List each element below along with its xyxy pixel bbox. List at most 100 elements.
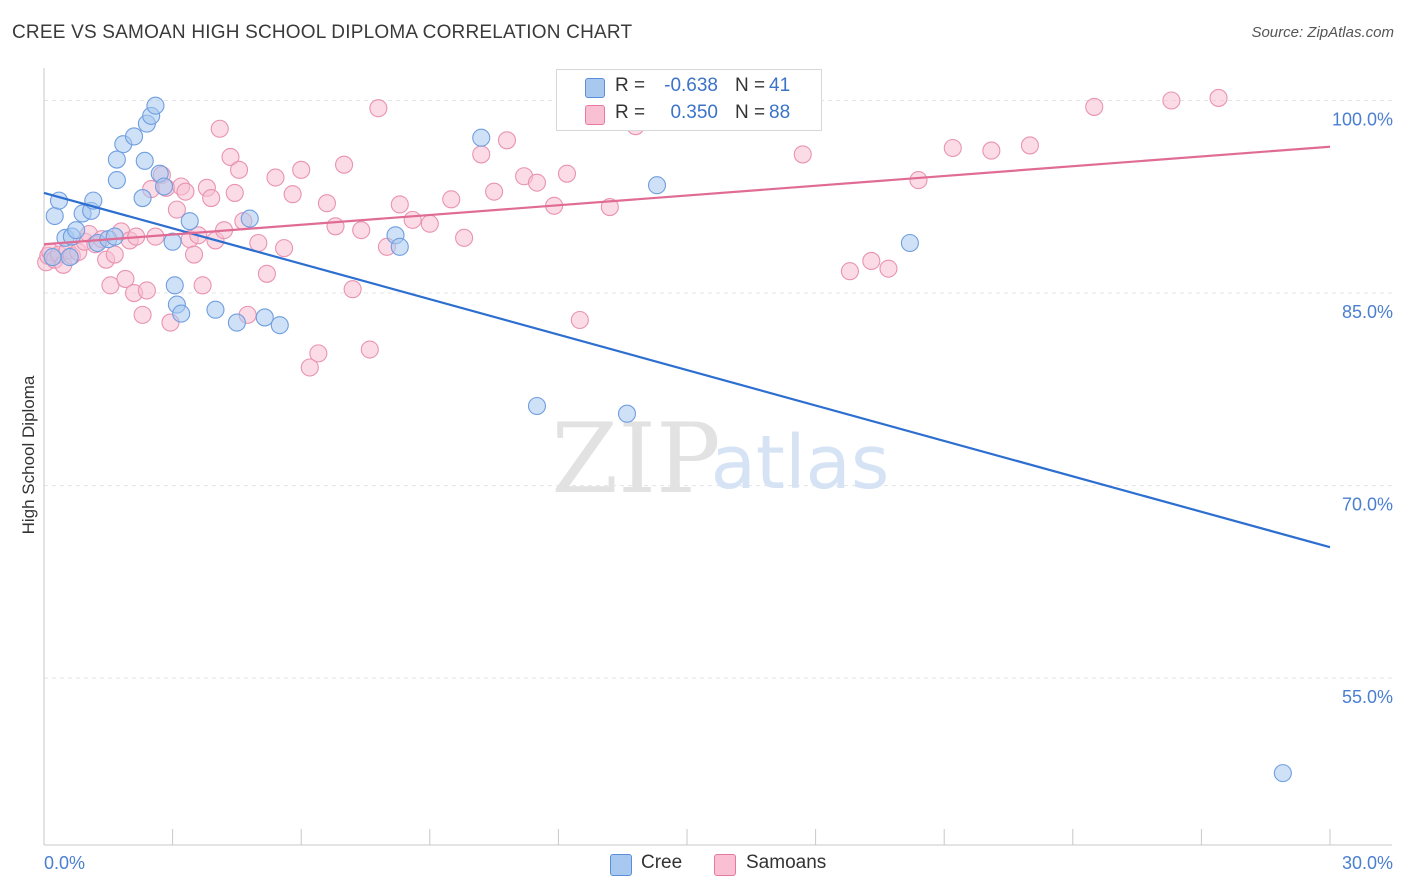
y-tick-label: 100.0% <box>1332 110 1393 130</box>
samoans-point <box>420 214 439 233</box>
samoans-point <box>266 168 285 187</box>
cree-swatch <box>585 78 605 98</box>
samoans-point <box>326 217 345 236</box>
samoans-point <box>982 141 1001 160</box>
cree-point <box>124 127 144 146</box>
cree-point <box>146 96 165 115</box>
n-value: 41 <box>769 75 791 96</box>
samoans-legend-label: Samoans <box>746 852 827 873</box>
samoans-point <box>570 310 589 330</box>
samoans-point <box>600 197 619 217</box>
cree-point <box>105 227 124 246</box>
n-label: N = <box>735 75 766 96</box>
cree-point <box>227 313 246 332</box>
samoans-point <box>1209 88 1228 107</box>
samoans-point <box>442 190 461 209</box>
watermark-zip: ZIP <box>551 403 720 515</box>
samoans-point <box>225 183 244 202</box>
cree-point <box>617 404 637 423</box>
samoans-point <box>229 160 249 179</box>
cree-point <box>107 171 126 190</box>
y-tick-label: 85.0% <box>1342 302 1393 322</box>
cree-point <box>270 316 289 335</box>
series-legend: Cree Samoans <box>0 852 1406 878</box>
samoans-point <box>193 276 212 295</box>
samoans-legend-swatch <box>714 854 736 876</box>
cree-point <box>172 304 191 323</box>
r-label: R = <box>615 75 646 96</box>
samoans-point <box>202 189 221 208</box>
samoans-point <box>862 251 881 271</box>
r-value: 0.350 <box>670 102 718 123</box>
samoans-points <box>37 88 1228 377</box>
x-tick-label: 30.0% <box>1342 853 1393 873</box>
n-value: 88 <box>769 102 791 123</box>
axes <box>43 68 1392 846</box>
samoans-trend-line <box>43 145 1331 246</box>
samoans-point <box>283 185 302 204</box>
samoans-point <box>472 145 491 164</box>
r-value: -0.638 <box>664 75 718 96</box>
samoans-point <box>292 160 311 179</box>
samoans-point <box>390 195 409 214</box>
samoans-point <box>137 281 156 300</box>
samoans-point <box>369 99 388 118</box>
samoans-point <box>101 276 120 295</box>
r-label: R = <box>615 102 646 123</box>
samoans-point <box>335 155 354 174</box>
cree-point <box>165 276 184 295</box>
samoans-point <box>249 233 268 253</box>
samoans-point <box>455 228 474 247</box>
cree-point <box>133 189 152 208</box>
samoans-point <box>184 245 204 264</box>
samoans-point <box>309 344 328 363</box>
samoans-point <box>497 131 517 150</box>
watermark: ZIP atlas <box>551 403 889 515</box>
cree-trend-line <box>43 191 1331 549</box>
samoans-point <box>1085 97 1104 116</box>
cree-point <box>45 206 64 226</box>
samoans-point <box>1162 91 1181 110</box>
samoans-point <box>317 194 336 213</box>
samoans-point <box>257 264 276 283</box>
y-tick-label: 55.0% <box>1342 687 1393 707</box>
cree-point <box>900 233 919 253</box>
samoans-point <box>360 340 379 359</box>
cree-point <box>67 221 86 240</box>
samoans-point <box>1020 136 1039 155</box>
samoans-point <box>275 239 294 258</box>
cree-point <box>135 151 154 170</box>
samoans-point <box>221 147 240 167</box>
samoans-point <box>840 262 859 281</box>
trend-lines <box>43 145 1331 549</box>
cree-point <box>390 237 409 256</box>
samoans-point <box>557 164 577 183</box>
samoans-point <box>300 358 319 377</box>
samoans-point <box>343 280 362 299</box>
cree-point <box>154 177 174 196</box>
samoans-point <box>943 138 962 158</box>
cree-point <box>255 308 274 327</box>
samoans-point <box>793 145 812 164</box>
cree-point <box>472 128 491 147</box>
samoans-point <box>105 245 124 264</box>
cree-point <box>206 300 225 319</box>
cree-point <box>43 248 62 267</box>
samoans-point <box>133 305 152 324</box>
samoans-swatch <box>585 105 605 125</box>
grid-lines <box>44 100 1394 679</box>
samoans-point <box>167 200 186 219</box>
samoans-point <box>210 119 229 138</box>
source-label: Source: ZipAtlas.com <box>1251 24 1394 41</box>
tick-labels: 100.0% 85.0% 70.0% 55.0% 0.0% 30.0% <box>44 110 1393 873</box>
correlation-legend: R = -0.638 N = 41 R = 0.350 N = 88 <box>556 69 822 131</box>
n-label: N = <box>735 102 766 123</box>
samoans-point <box>879 259 898 278</box>
cree-point <box>1273 764 1292 783</box>
legend-row-samoans: R = 0.350 N = 88 <box>557 101 821 127</box>
samoans-point <box>909 171 928 190</box>
samoans-point <box>116 269 135 288</box>
samoans-point <box>485 182 504 201</box>
samoans-point <box>403 210 422 229</box>
